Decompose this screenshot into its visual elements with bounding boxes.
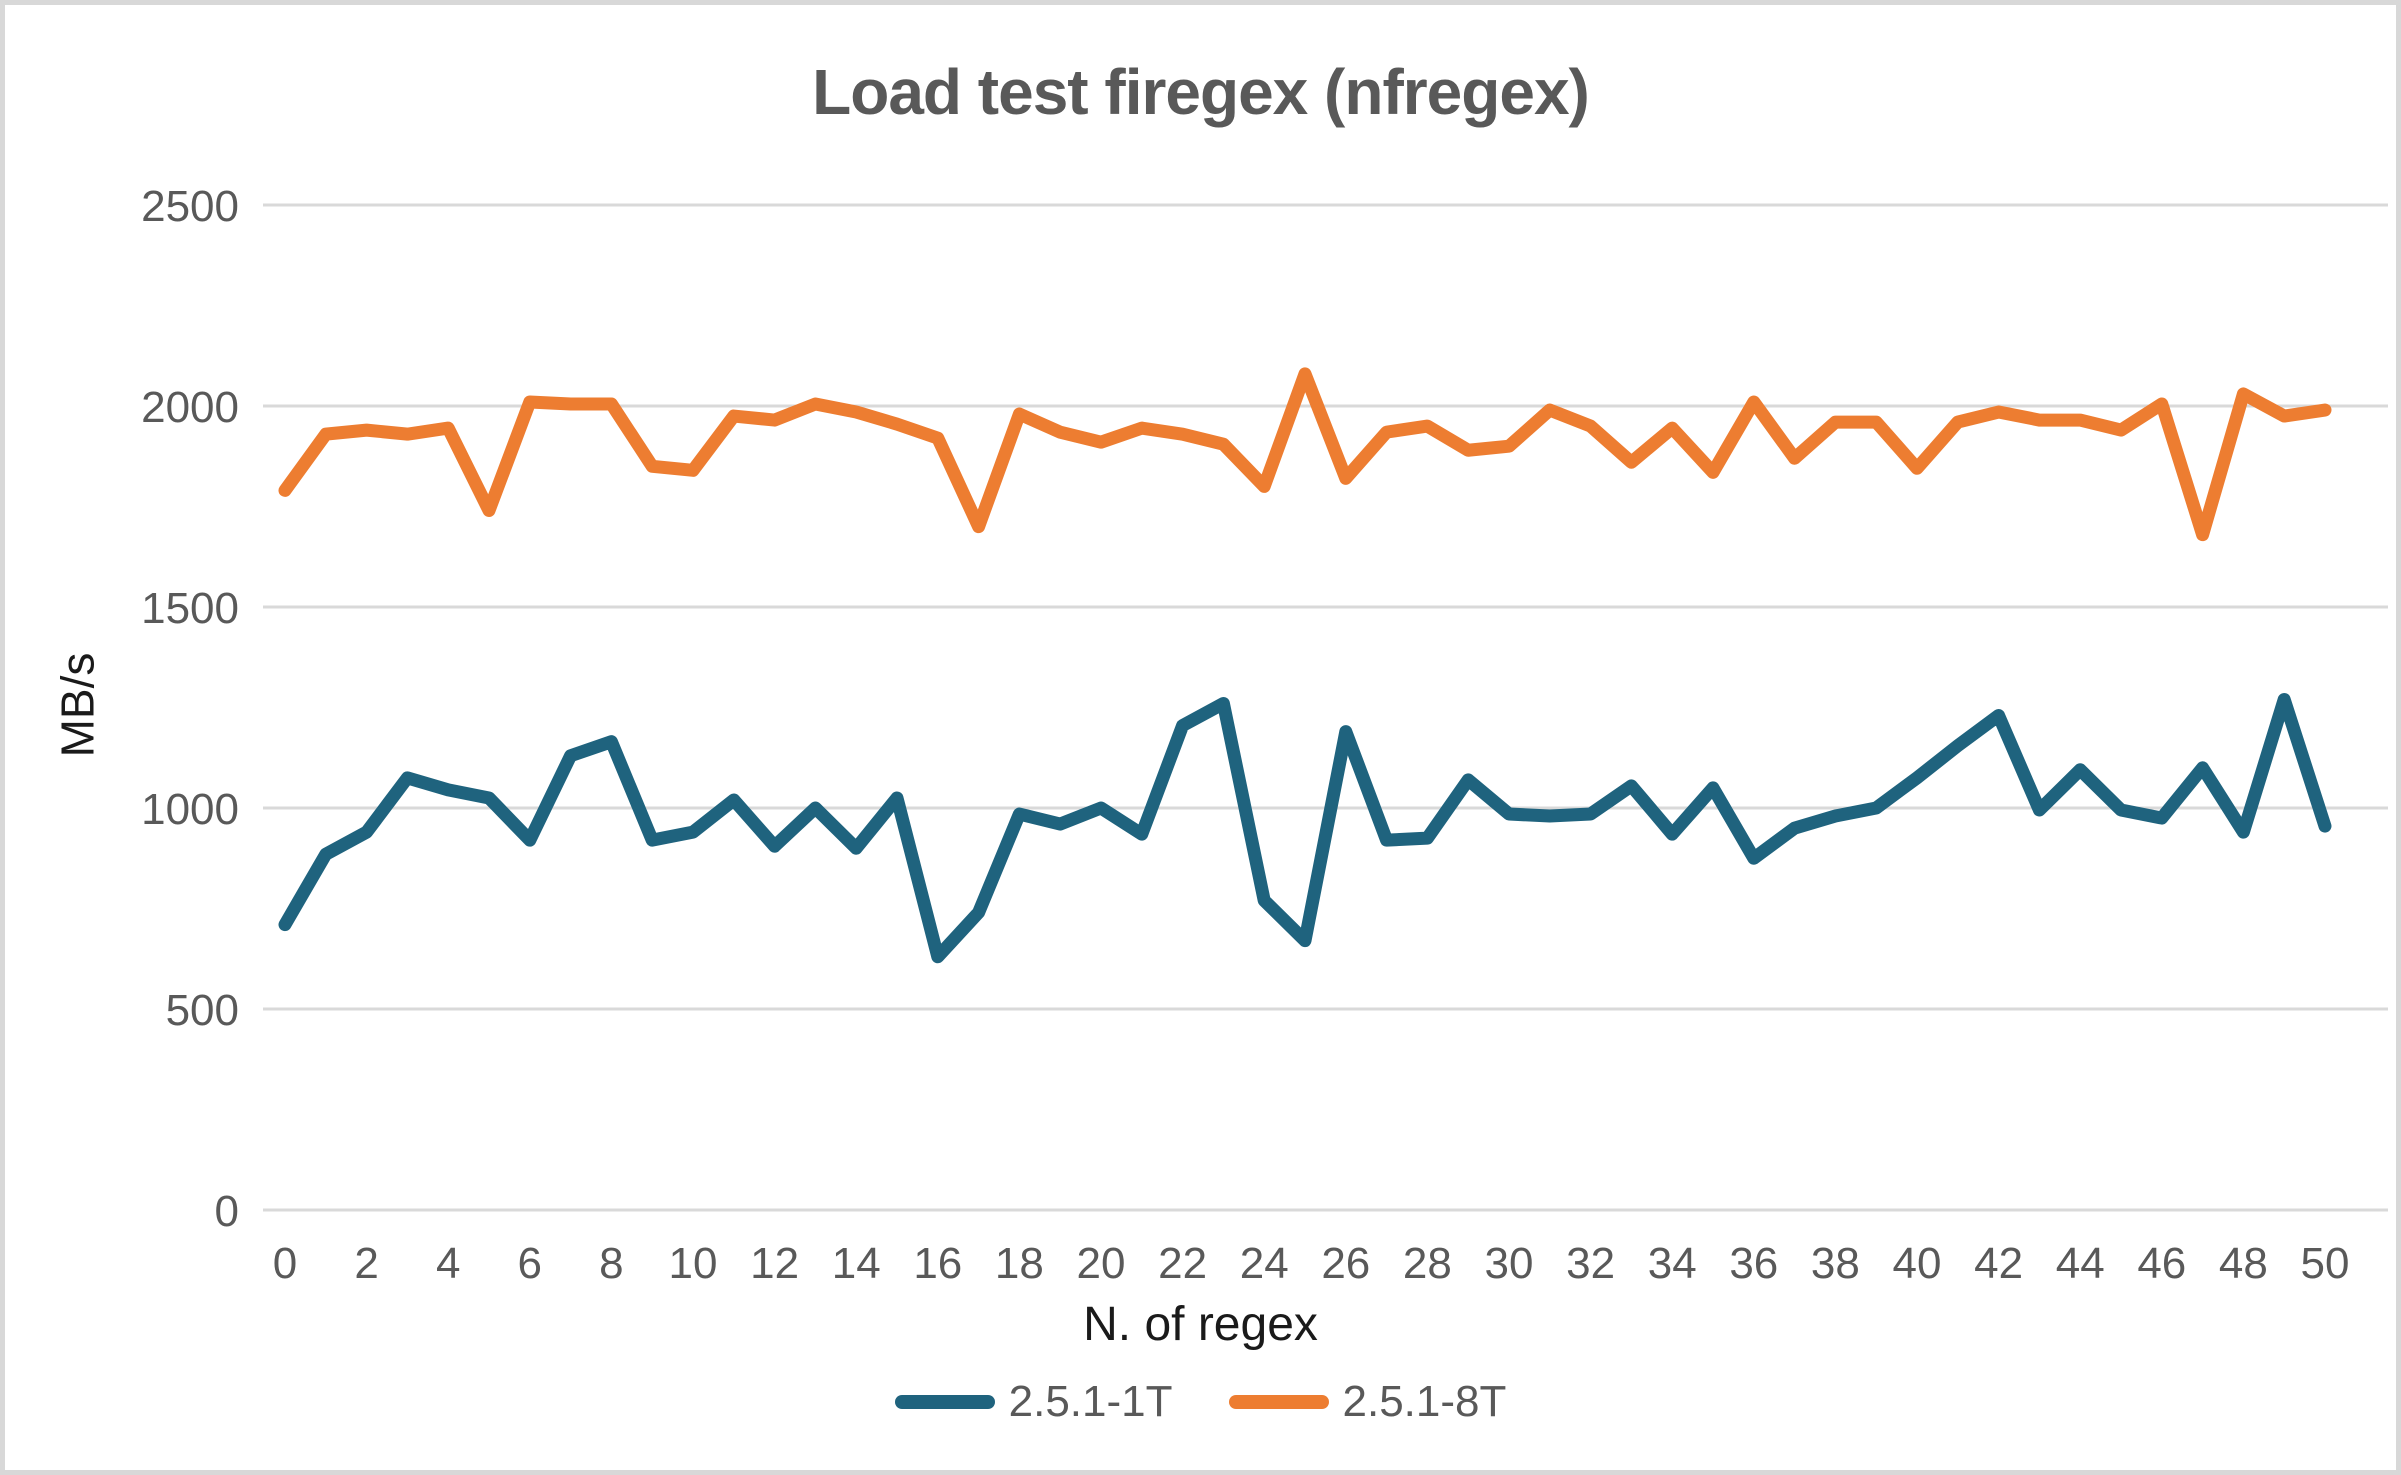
x-tick-label: 50: [2301, 1239, 2350, 1288]
x-tick-label: 28: [1403, 1239, 1452, 1288]
x-tick-label: 48: [2219, 1239, 2268, 1288]
x-tick-label: 46: [2137, 1239, 2186, 1288]
x-tick-label: 20: [1077, 1239, 1126, 1288]
x-tick-label: 30: [1485, 1239, 1534, 1288]
legend-label-8T: 2.5.1-8T: [1342, 1377, 1507, 1426]
legend: 2.5.1-1T 2.5.1-8T: [5, 1377, 2396, 1427]
x-tick-label: 18: [995, 1239, 1044, 1288]
x-tick-label: 12: [750, 1239, 799, 1288]
x-tick-label: 38: [1811, 1239, 1860, 1288]
x-tick-label: 32: [1566, 1239, 1615, 1288]
x-tick-label: 34: [1648, 1239, 1697, 1288]
y-tick-label: 500: [166, 986, 239, 1035]
x-tick-label: 24: [1240, 1239, 1289, 1288]
x-tick-label: 40: [1893, 1239, 1942, 1288]
y-tick-label: 2500: [141, 182, 239, 231]
chart-title[interactable]: Load test firegex (nfregex): [812, 56, 1590, 128]
x-tick-label: 42: [1974, 1239, 2023, 1288]
legend-swatch-1T: [894, 1395, 995, 1409]
x-tick-label: 44: [2056, 1239, 2105, 1288]
x-tick-label: 22: [1158, 1239, 1207, 1288]
series-line-2.5.1-8T[interactable]: [278, 367, 2332, 542]
x-tick-label: 2: [354, 1239, 378, 1288]
x-tick-label: 14: [832, 1239, 881, 1288]
y-tick-label: 0: [215, 1187, 239, 1236]
x-tick-label: 0: [273, 1239, 297, 1288]
x-axis-title: N. of regex: [1083, 1298, 1318, 1351]
y-tick-label: 1000: [141, 785, 239, 834]
legend-item-1T[interactable]: 2.5.1-1T: [894, 1377, 1173, 1427]
legend-item-8T[interactable]: 2.5.1-8T: [1228, 1377, 1507, 1427]
y-tick-label: 2000: [141, 383, 239, 432]
x-tick-label: 36: [1729, 1239, 1778, 1288]
x-tick-label: 8: [599, 1239, 623, 1288]
x-tick-label: 26: [1321, 1239, 1370, 1288]
x-tick-label: 10: [669, 1239, 718, 1288]
legend-label-1T: 2.5.1-1T: [1008, 1377, 1173, 1426]
series-line-2.5.1-1T[interactable]: [278, 692, 2332, 964]
legend-swatch-8T: [1228, 1395, 1329, 1409]
x-tick-label: 4: [436, 1239, 460, 1288]
x-tick-label: 6: [518, 1239, 542, 1288]
y-tick-label: 1500: [141, 584, 239, 633]
x-tick-label: 16: [913, 1239, 962, 1288]
